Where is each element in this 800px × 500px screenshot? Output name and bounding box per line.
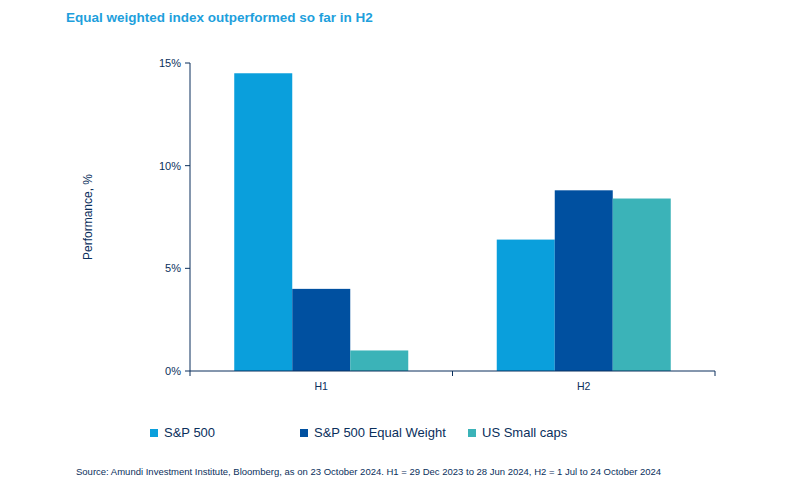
y-axis bbox=[190, 63, 191, 371]
y-tick bbox=[185, 165, 190, 166]
title: Equal weighted index outperformed so far… bbox=[66, 10, 373, 25]
legend-swatch bbox=[300, 429, 308, 437]
bar bbox=[234, 73, 292, 371]
x-tick-label: H2 bbox=[577, 380, 591, 392]
bar bbox=[555, 190, 613, 371]
x-tick-label: H1 bbox=[315, 380, 329, 392]
source-note: Source: Amundi Investment Institute, Blo… bbox=[76, 466, 716, 478]
chart: Equal weighted index outperformed so far… bbox=[0, 0, 800, 500]
y-tick bbox=[185, 63, 190, 64]
x-tick bbox=[190, 371, 191, 376]
legend-label: US Small caps bbox=[482, 425, 568, 440]
y-axis-label: Performance, % bbox=[81, 174, 95, 260]
legend-swatch bbox=[468, 429, 476, 437]
bar bbox=[292, 289, 350, 371]
y-tick-label: 10% bbox=[159, 160, 181, 172]
x-tick bbox=[715, 371, 716, 376]
x-tick bbox=[452, 371, 453, 376]
bar bbox=[613, 199, 671, 371]
y-tick bbox=[185, 268, 190, 269]
bar bbox=[350, 350, 408, 371]
y-tick bbox=[185, 371, 190, 372]
y-tick-label: 0% bbox=[165, 365, 181, 377]
legend-label: S&P 500 bbox=[164, 425, 215, 440]
y-tick-label: 15% bbox=[159, 57, 181, 69]
bars bbox=[234, 73, 671, 371]
bar bbox=[497, 240, 555, 371]
legend: S&P 500 S&P 500 Equal Weight US Small caps bbox=[150, 425, 568, 440]
legend-label: S&P 500 Equal Weight bbox=[314, 425, 446, 440]
legend-swatch bbox=[150, 429, 158, 437]
y-tick-label: 5% bbox=[165, 262, 181, 274]
